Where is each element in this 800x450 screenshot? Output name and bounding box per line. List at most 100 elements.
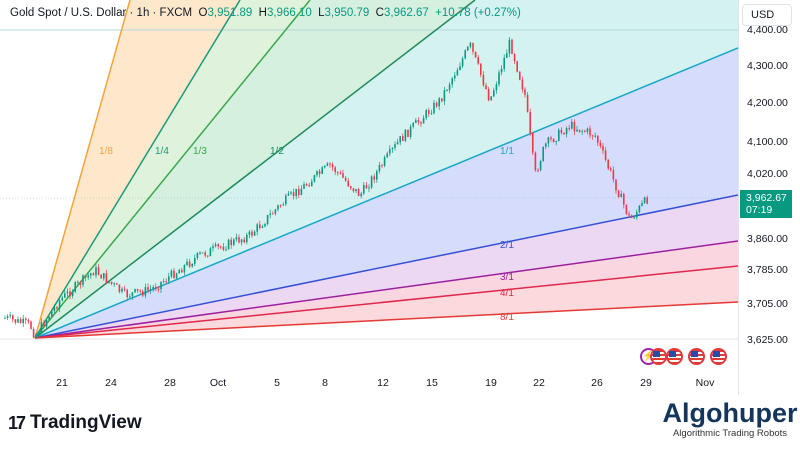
fan-label: 1/3 [193, 146, 207, 157]
candle [79, 281, 82, 285]
us-flag-icon[interactable] [666, 348, 683, 365]
fan-label: 1/2 [270, 146, 284, 157]
candle [292, 192, 295, 197]
us-flag-icon[interactable] [650, 348, 667, 365]
candle [456, 70, 459, 76]
candle [147, 287, 149, 291]
candle [573, 121, 576, 132]
candle [607, 159, 609, 169]
candle [352, 188, 355, 192]
candle [547, 137, 550, 144]
candle [131, 292, 134, 297]
candle [318, 171, 321, 174]
fan-label: 3/1 [500, 272, 514, 283]
chart-canvas[interactable]: 1/8 1/4 1/3 1/2 1/1 2/1 3/1 4/1 8/1 [0, 0, 738, 372]
candle [591, 135, 594, 137]
close-value: 3,962.67 [383, 7, 429, 19]
candle [339, 172, 342, 174]
time-tick: 5 [274, 377, 280, 389]
candle [308, 185, 310, 187]
fan-label: 1/8 [99, 146, 113, 157]
candle [576, 129, 578, 132]
candle [430, 113, 433, 115]
candle [152, 286, 154, 290]
us-flag-icon[interactable] [688, 348, 705, 365]
candle [461, 58, 464, 67]
candle [40, 321, 43, 333]
candle [407, 129, 409, 137]
candle [331, 164, 334, 168]
us-flag-icon[interactable] [710, 348, 727, 365]
candle [4, 317, 6, 319]
symbol-name[interactable]: Gold Spot / U.S. Dollar · 1h · FXCM [10, 7, 193, 19]
candle [597, 135, 599, 143]
candle [617, 190, 620, 198]
fan-label: 2/1 [500, 240, 514, 251]
candle [178, 269, 180, 274]
candle [581, 130, 583, 132]
open-value: 3,951.89 [207, 7, 253, 19]
candle [108, 281, 110, 283]
candle [84, 275, 87, 278]
candle [155, 286, 157, 289]
candle [568, 128, 570, 130]
candle [420, 122, 422, 124]
time-tick: 28 [164, 377, 176, 389]
candle [25, 318, 27, 321]
candle [105, 273, 108, 283]
candle [625, 204, 628, 214]
candle [394, 144, 396, 148]
candle [97, 267, 100, 275]
candle [641, 202, 643, 206]
tradingview-logo[interactable]: 17 TradingView [8, 412, 142, 434]
candle [620, 193, 622, 198]
candle [173, 270, 175, 279]
candle [129, 296, 131, 298]
candle [279, 205, 282, 207]
candle [490, 96, 492, 101]
tradingview-logo-icon: 17 [8, 412, 26, 433]
candle [586, 128, 589, 132]
bar-countdown: 07:19 [746, 204, 773, 216]
candle [43, 321, 45, 327]
candle [381, 165, 383, 167]
candle [64, 293, 66, 298]
candle [311, 181, 313, 187]
candle [428, 110, 430, 114]
candle [487, 89, 490, 101]
candle [82, 275, 84, 285]
candle [160, 281, 162, 290]
candle [350, 186, 352, 189]
candle [261, 226, 264, 228]
candle [165, 281, 167, 283]
candle [409, 126, 412, 137]
candle [537, 170, 539, 172]
candle [264, 224, 266, 227]
candle [253, 231, 256, 236]
price-tick: 3,860.00 [747, 233, 788, 245]
candle [508, 39, 511, 54]
candle [360, 193, 362, 197]
candle [199, 252, 201, 254]
candle [415, 120, 417, 123]
low-value: 3,950.79 [324, 7, 370, 19]
candle [638, 205, 641, 213]
algohuper-name: Algohuper [662, 398, 798, 428]
fan-line-8-1 [34, 301, 738, 339]
price-tick: 4,020.00 [747, 168, 788, 180]
candle [404, 129, 407, 141]
candle [220, 246, 222, 248]
candle [594, 135, 596, 137]
currency-button[interactable]: USD [742, 4, 792, 26]
close-label: C [375, 7, 384, 19]
candle [256, 224, 258, 232]
candle [521, 79, 524, 90]
candle [633, 217, 635, 219]
candle [191, 263, 193, 267]
candle [214, 244, 217, 247]
candle [300, 188, 303, 196]
candle [77, 281, 79, 283]
candle [558, 129, 560, 141]
fan-line-1-4 [34, 0, 241, 339]
candle [495, 84, 498, 91]
